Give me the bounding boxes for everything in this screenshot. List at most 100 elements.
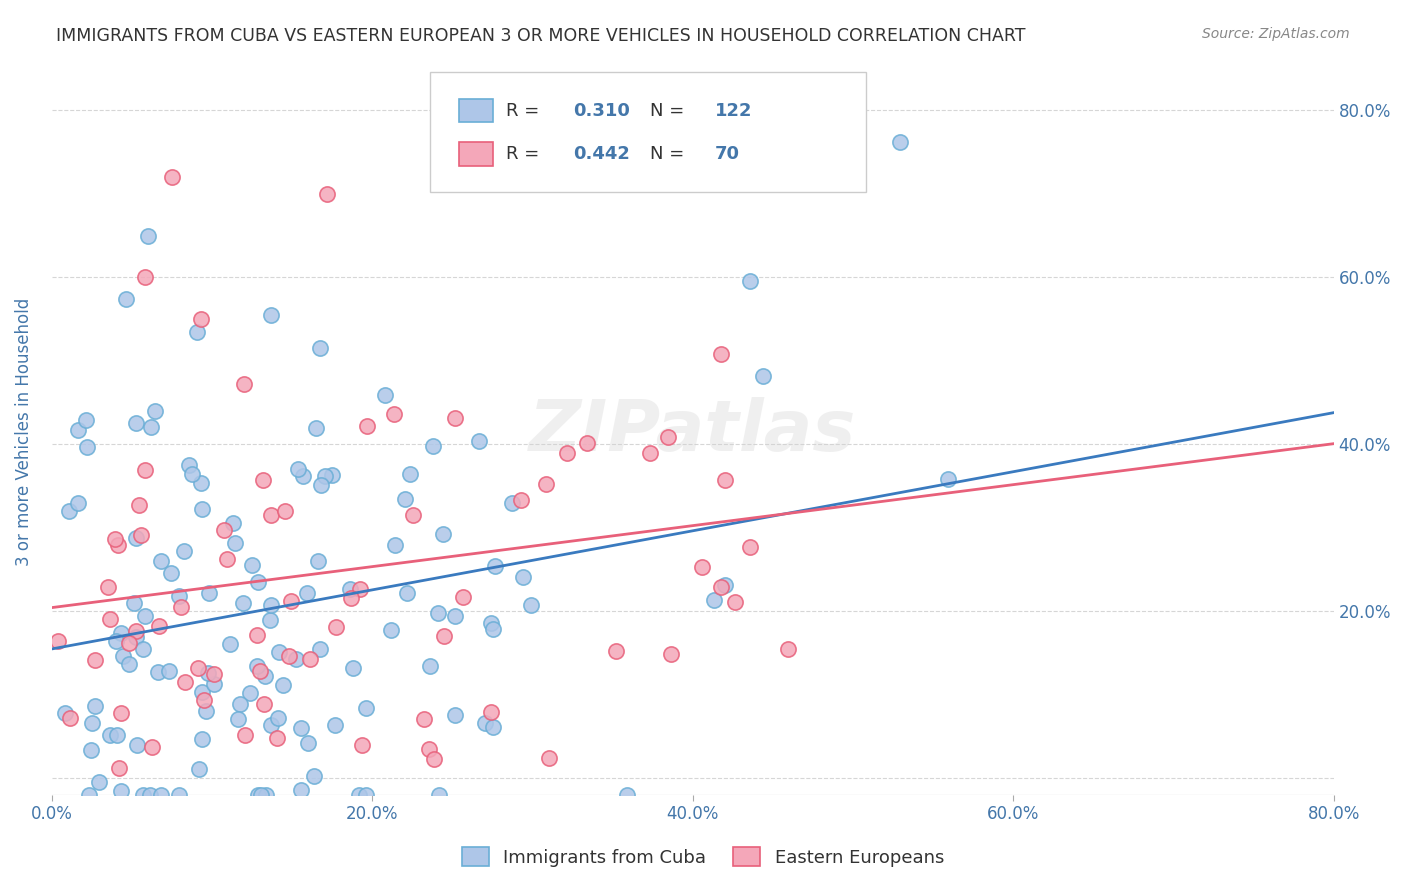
- Point: [173, 674, 195, 689]
- Point: [141, 739, 163, 754]
- Point: [308, 642, 330, 657]
- Point: [115, 292, 138, 306]
- Point: [253, 668, 276, 682]
- Point: [190, 312, 212, 326]
- Point: [84, 653, 107, 667]
- Point: [576, 436, 599, 450]
- Point: [247, 574, 270, 589]
- Point: [149, 788, 172, 802]
- Point: [232, 596, 254, 610]
- Point: [292, 468, 315, 483]
- Point: [309, 341, 332, 355]
- Point: [271, 677, 294, 691]
- Point: [131, 788, 153, 802]
- Point: [536, 476, 558, 491]
- Point: [104, 532, 127, 546]
- Point: [423, 752, 446, 766]
- Point: [267, 645, 290, 659]
- Point: [58, 504, 80, 518]
- Point: [136, 228, 159, 243]
- Point: [309, 477, 332, 491]
- Point: [212, 523, 235, 537]
- Point: [110, 706, 132, 721]
- Point: [509, 492, 531, 507]
- Point: [240, 558, 263, 573]
- Point: [474, 716, 496, 731]
- Point: [187, 661, 209, 675]
- Point: [188, 762, 211, 776]
- Point: [110, 783, 132, 797]
- Point: [354, 701, 377, 715]
- Point: [132, 642, 155, 657]
- Point: [80, 743, 103, 757]
- Point: [125, 624, 148, 639]
- Point: [190, 475, 212, 490]
- Point: [290, 721, 312, 735]
- Point: [290, 783, 312, 797]
- Point: [190, 502, 212, 516]
- Point: [936, 472, 959, 486]
- Point: [714, 473, 737, 487]
- Point: [347, 788, 370, 802]
- Point: [277, 648, 299, 663]
- Y-axis label: 3 or more Vehicles in Household: 3 or more Vehicles in Household: [15, 298, 32, 566]
- Point: [247, 788, 270, 802]
- Point: [657, 430, 679, 444]
- Point: [703, 593, 725, 607]
- Point: [555, 446, 578, 460]
- Point: [702, 120, 724, 134]
- Point: [100, 728, 122, 742]
- Point: [252, 473, 274, 487]
- Point: [302, 769, 325, 783]
- Point: [235, 728, 257, 742]
- Point: [118, 657, 141, 672]
- Point: [53, 706, 76, 721]
- Point: [118, 635, 141, 649]
- Point: [479, 616, 502, 631]
- Point: [125, 630, 148, 644]
- FancyBboxPatch shape: [430, 72, 866, 192]
- Point: [110, 626, 132, 640]
- Point: [380, 623, 402, 637]
- Point: [82, 715, 104, 730]
- Point: [260, 598, 283, 612]
- Point: [321, 467, 343, 482]
- Point: [305, 420, 328, 434]
- Point: [307, 554, 329, 568]
- Point: [125, 416, 148, 430]
- Point: [427, 788, 450, 802]
- FancyBboxPatch shape: [460, 142, 492, 166]
- Point: [59, 711, 82, 725]
- Point: [89, 775, 111, 789]
- Point: [287, 462, 309, 476]
- Point: [710, 580, 733, 594]
- Point: [284, 652, 307, 666]
- Point: [538, 751, 561, 765]
- Point: [191, 685, 214, 699]
- Point: [148, 619, 170, 633]
- Point: [316, 186, 339, 201]
- Point: [340, 591, 363, 605]
- Point: [382, 408, 405, 422]
- Point: [160, 566, 183, 581]
- Text: N =: N =: [651, 145, 690, 163]
- Point: [401, 508, 423, 523]
- Point: [481, 705, 503, 719]
- Point: [202, 677, 225, 691]
- Point: [616, 788, 638, 802]
- Point: [444, 410, 467, 425]
- Point: [122, 596, 145, 610]
- Point: [134, 270, 156, 285]
- Point: [198, 586, 221, 600]
- Point: [98, 612, 121, 626]
- Point: [266, 731, 288, 746]
- Point: [97, 580, 120, 594]
- Point: [325, 718, 347, 732]
- Point: [638, 446, 661, 460]
- Point: [125, 531, 148, 545]
- Point: [134, 609, 156, 624]
- Point: [173, 544, 195, 558]
- Point: [399, 467, 422, 481]
- Point: [160, 170, 183, 185]
- Point: [233, 376, 256, 391]
